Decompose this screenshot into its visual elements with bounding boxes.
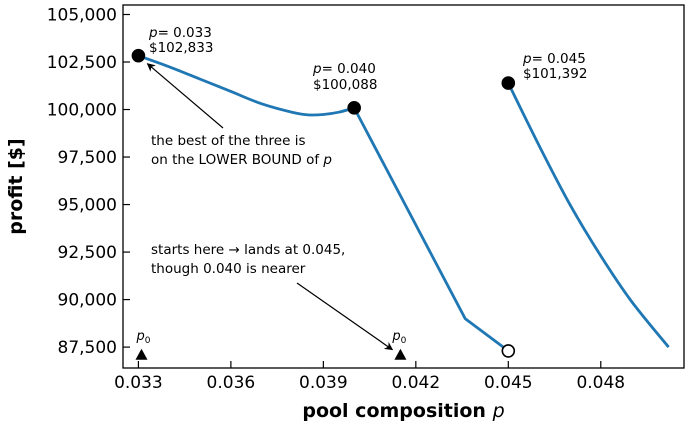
best-point-label-var: p: [148, 25, 158, 41]
mid-point-label: p= 0.040: [312, 61, 376, 77]
y-tick-label: 87,500: [58, 338, 117, 358]
start-marker-label-1-var: p: [135, 329, 144, 344]
right-point: [501, 76, 516, 90]
mid-point-value: $100,088: [313, 77, 377, 93]
start-marker-2: [394, 348, 407, 360]
x-tick-label: 0.033: [114, 373, 163, 393]
right-point-label-p: = 0.045: [532, 51, 586, 67]
x-axis-label-text: pool composition: [302, 400, 486, 422]
profit-curve-segment-1: [137, 54, 355, 117]
profit-curve-segment-2: [352, 107, 510, 353]
annotation-best-line2-var: p: [322, 152, 332, 168]
y-tick-label: 90,000: [58, 291, 117, 311]
markers: [131, 48, 516, 360]
y-tick-label: 102,500: [47, 53, 117, 73]
best-point: [131, 48, 146, 63]
axis-ticks: 0.033 0.036 0.039 0.042 0.045 0.048 87,500 90,0…: [47, 6, 625, 393]
annotation-best-line2: on the LOWER BOUND of p: [151, 152, 332, 168]
y-tick-label: 92,500: [58, 243, 117, 263]
x-axis-label: pool composition p: [302, 400, 504, 422]
start-marker-label-1: p0: [135, 329, 150, 346]
annotations: [146, 63, 394, 351]
right-point-label: p= 0.045: [522, 51, 586, 67]
profit-curve-segment-3: [507, 82, 670, 348]
mid-point-label-p: = 0.040: [322, 61, 376, 77]
annotation-start-line1: starts here → lands at 0.045,: [151, 242, 345, 258]
landing-point: [501, 344, 516, 358]
y-axis-label: profit [$]: [5, 138, 27, 234]
arrow-to-best-point: [146, 63, 224, 129]
annotation-start-line2: though 0.040 is nearer: [151, 261, 306, 277]
start-marker-label-2-sub: 0: [401, 336, 407, 346]
annotation-best-line2-prefix: on the LOWER BOUND of: [151, 152, 323, 168]
profit-curves: [137, 54, 670, 353]
x-tick-label: 0.048: [576, 373, 625, 393]
mid-point-label-var: p: [312, 61, 322, 77]
x-tick-label: 0.039: [299, 373, 348, 393]
mid-point: [347, 101, 361, 115]
start-marker-1: [135, 348, 148, 360]
y-tick-label: 100,000: [47, 101, 117, 121]
start-marker-label-2-var: p: [391, 329, 400, 344]
x-tick-label: 0.042: [391, 373, 440, 393]
x-tick-label: 0.045: [484, 373, 533, 393]
annotation-best-line1: the best of the three is: [151, 133, 305, 149]
y-tick-label: 97,500: [58, 148, 117, 168]
right-point-label-var: p: [522, 51, 532, 67]
best-point-label: p= 0.033: [148, 25, 212, 41]
arrow-to-start-marker: [296, 282, 394, 351]
y-tick-label: 95,000: [58, 196, 117, 216]
plot-frame: [122, 4, 685, 369]
best-point-label-p: = 0.033: [158, 25, 212, 41]
x-axis-label-var: p: [492, 400, 505, 422]
start-marker-label-1-sub: 0: [145, 336, 151, 346]
start-marker-label-2: p0: [391, 329, 406, 346]
best-point-value: $102,833: [149, 40, 213, 56]
x-tick-label: 0.036: [207, 373, 256, 393]
right-point-value: $101,392: [523, 66, 587, 82]
y-tick-label: 105,000: [47, 6, 117, 26]
